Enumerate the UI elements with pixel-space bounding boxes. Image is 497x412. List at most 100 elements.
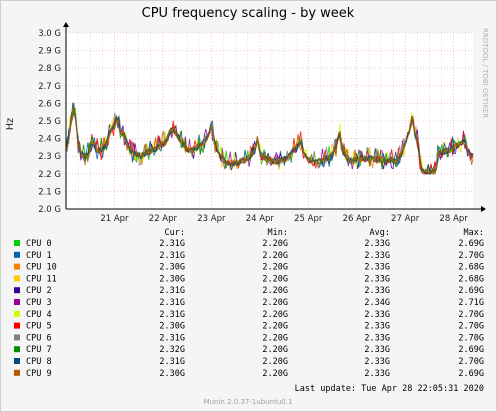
x-tick-label: 25 Apr xyxy=(294,214,323,224)
y-tick-label: 2.6 G xyxy=(38,99,61,109)
x-axis-arrow xyxy=(481,206,486,212)
legend-value: 2.33G xyxy=(364,286,390,296)
legend-value: 2.69G xyxy=(458,345,484,355)
legend-swatch xyxy=(14,287,20,294)
legend-value: 2.69G xyxy=(458,239,484,249)
legend-value: 2.30G xyxy=(159,369,185,379)
chart-title: CPU frequency scaling - by week xyxy=(142,6,355,21)
legend-value: 2.33G xyxy=(364,333,390,343)
legend-value: 2.33G xyxy=(364,239,390,249)
legend-value: 2.33G xyxy=(364,369,390,379)
legend-value: 2.33G xyxy=(364,322,390,332)
legend-swatch xyxy=(14,369,20,376)
y-axis-arrow xyxy=(63,22,69,27)
legend-value: 2.20G xyxy=(262,310,288,320)
x-tick-label: 28 Apr xyxy=(440,214,469,224)
legend-value: 2.20G xyxy=(262,369,288,379)
legend-swatch xyxy=(14,299,20,305)
legend-value: 2.34G xyxy=(364,298,390,308)
legend-series-name: CPU 11 xyxy=(26,274,57,284)
legend-value: 2.20G xyxy=(262,322,288,332)
legend-table: Cur: Min: Avg: Max: CPU 0 2.31G 2.20G 2.33G 2.69… xyxy=(14,228,484,406)
legend-value: 2.70G xyxy=(458,357,484,367)
legend-swatch xyxy=(14,334,20,341)
legend-value: 2.31G xyxy=(159,298,185,308)
legend-swatch xyxy=(14,346,20,353)
legend-value: 2.33G xyxy=(364,345,390,355)
legend-value: 2.31G xyxy=(159,286,185,296)
legend-series-name: CPU 1 xyxy=(26,251,52,261)
legend-value: 2.20G xyxy=(262,333,288,343)
legend-series-name: CPU 10 xyxy=(26,263,57,273)
y-tick-label: 2.7 G xyxy=(38,82,61,92)
y-tick-label: 2.9 G xyxy=(38,47,61,57)
legend-value: 2.68G xyxy=(458,274,484,284)
legend-swatch xyxy=(14,310,20,317)
legend-value: 2.31G xyxy=(159,251,185,261)
y-tick-label: 2.8 G xyxy=(38,64,61,74)
legend-value: 2.30G xyxy=(159,274,185,284)
legend-value: 2.33G xyxy=(364,251,390,261)
legend-value: 2.33G xyxy=(364,310,390,320)
legend-value: 2.20G xyxy=(262,274,288,284)
rrdtool-credit: RRDTOOL / TOBI OETIKER xyxy=(481,28,489,118)
legend-series-name: CPU 3 xyxy=(26,298,52,308)
legend-value: 2.20G xyxy=(262,263,288,273)
legend-value: 2.33G xyxy=(364,357,390,367)
grid-lines xyxy=(66,32,473,210)
legend-swatch xyxy=(14,263,20,270)
y-tick-label: 2.1 G xyxy=(38,187,61,197)
y-tick-label: 2.5 G xyxy=(38,117,61,127)
legend-value: 2.70G xyxy=(458,251,484,261)
legend-value: 2.31G xyxy=(159,333,185,343)
legend-series-name: CPU 9 xyxy=(26,369,52,379)
legend-value: 2.30G xyxy=(159,322,185,332)
legend-series-name: CPU 0 xyxy=(26,239,52,249)
legend-value: 2.20G xyxy=(262,251,288,261)
x-tick-label: 23 Apr xyxy=(197,214,226,224)
series-line-cpu-9 xyxy=(65,106,474,175)
legend-value: 2.69G xyxy=(458,286,484,296)
series-lines xyxy=(65,102,474,176)
y-tick-label: 2.0 G xyxy=(38,205,61,215)
legend-value: 2.33G xyxy=(364,274,390,284)
legend-swatch xyxy=(14,322,20,329)
legend-swatch xyxy=(14,251,20,258)
munin-version: Munin 2.0.37-1ubuntu0.1 xyxy=(204,398,293,406)
legend-series-name: CPU 4 xyxy=(26,310,52,320)
x-tick-label: 27 Apr xyxy=(391,214,420,224)
legend-swatch xyxy=(14,240,20,246)
legend-value: 2.32G xyxy=(159,345,185,355)
legend-swatch xyxy=(14,275,20,282)
legend-value: 2.68G xyxy=(458,263,484,273)
legend-value: 2.70G xyxy=(458,310,484,320)
y-tick-label: 2.2 G xyxy=(38,170,61,180)
x-tick-label: 21 Apr xyxy=(100,214,129,224)
y-tick-label: 2.3 G xyxy=(38,152,61,162)
legend-value: 2.31G xyxy=(159,357,185,367)
legend-series-name: CPU 2 xyxy=(26,286,52,296)
legend-value: 2.71G xyxy=(458,298,484,308)
legend-column-header: Cur: xyxy=(165,228,185,238)
legend-swatch xyxy=(14,358,20,364)
legend-column-header: Max: xyxy=(464,228,484,238)
legend-value: 2.70G xyxy=(458,333,484,343)
legend-value: 2.31G xyxy=(159,239,185,249)
x-tick-label: 26 Apr xyxy=(343,214,372,224)
legend-series-name: CPU 8 xyxy=(26,357,52,367)
legend-value: 2.31G xyxy=(159,310,185,320)
legend-series-name: CPU 5 xyxy=(26,322,52,332)
legend-value: 2.70G xyxy=(458,322,484,332)
x-tick-label: 22 Apr xyxy=(149,214,178,224)
y-axis-label: Hz xyxy=(5,118,16,130)
legend-column-header: Avg: xyxy=(370,228,390,238)
legend-series-name: CPU 6 xyxy=(26,333,52,343)
legend-value: 2.20G xyxy=(262,286,288,296)
legend-value: 2.20G xyxy=(262,357,288,367)
x-tick-label: 24 Apr xyxy=(246,214,275,224)
legend-value: 2.30G xyxy=(159,263,185,273)
legend-value: 2.20G xyxy=(262,345,288,355)
y-tick-label: 3.0 G xyxy=(38,29,61,39)
legend-value: 2.33G xyxy=(364,263,390,273)
